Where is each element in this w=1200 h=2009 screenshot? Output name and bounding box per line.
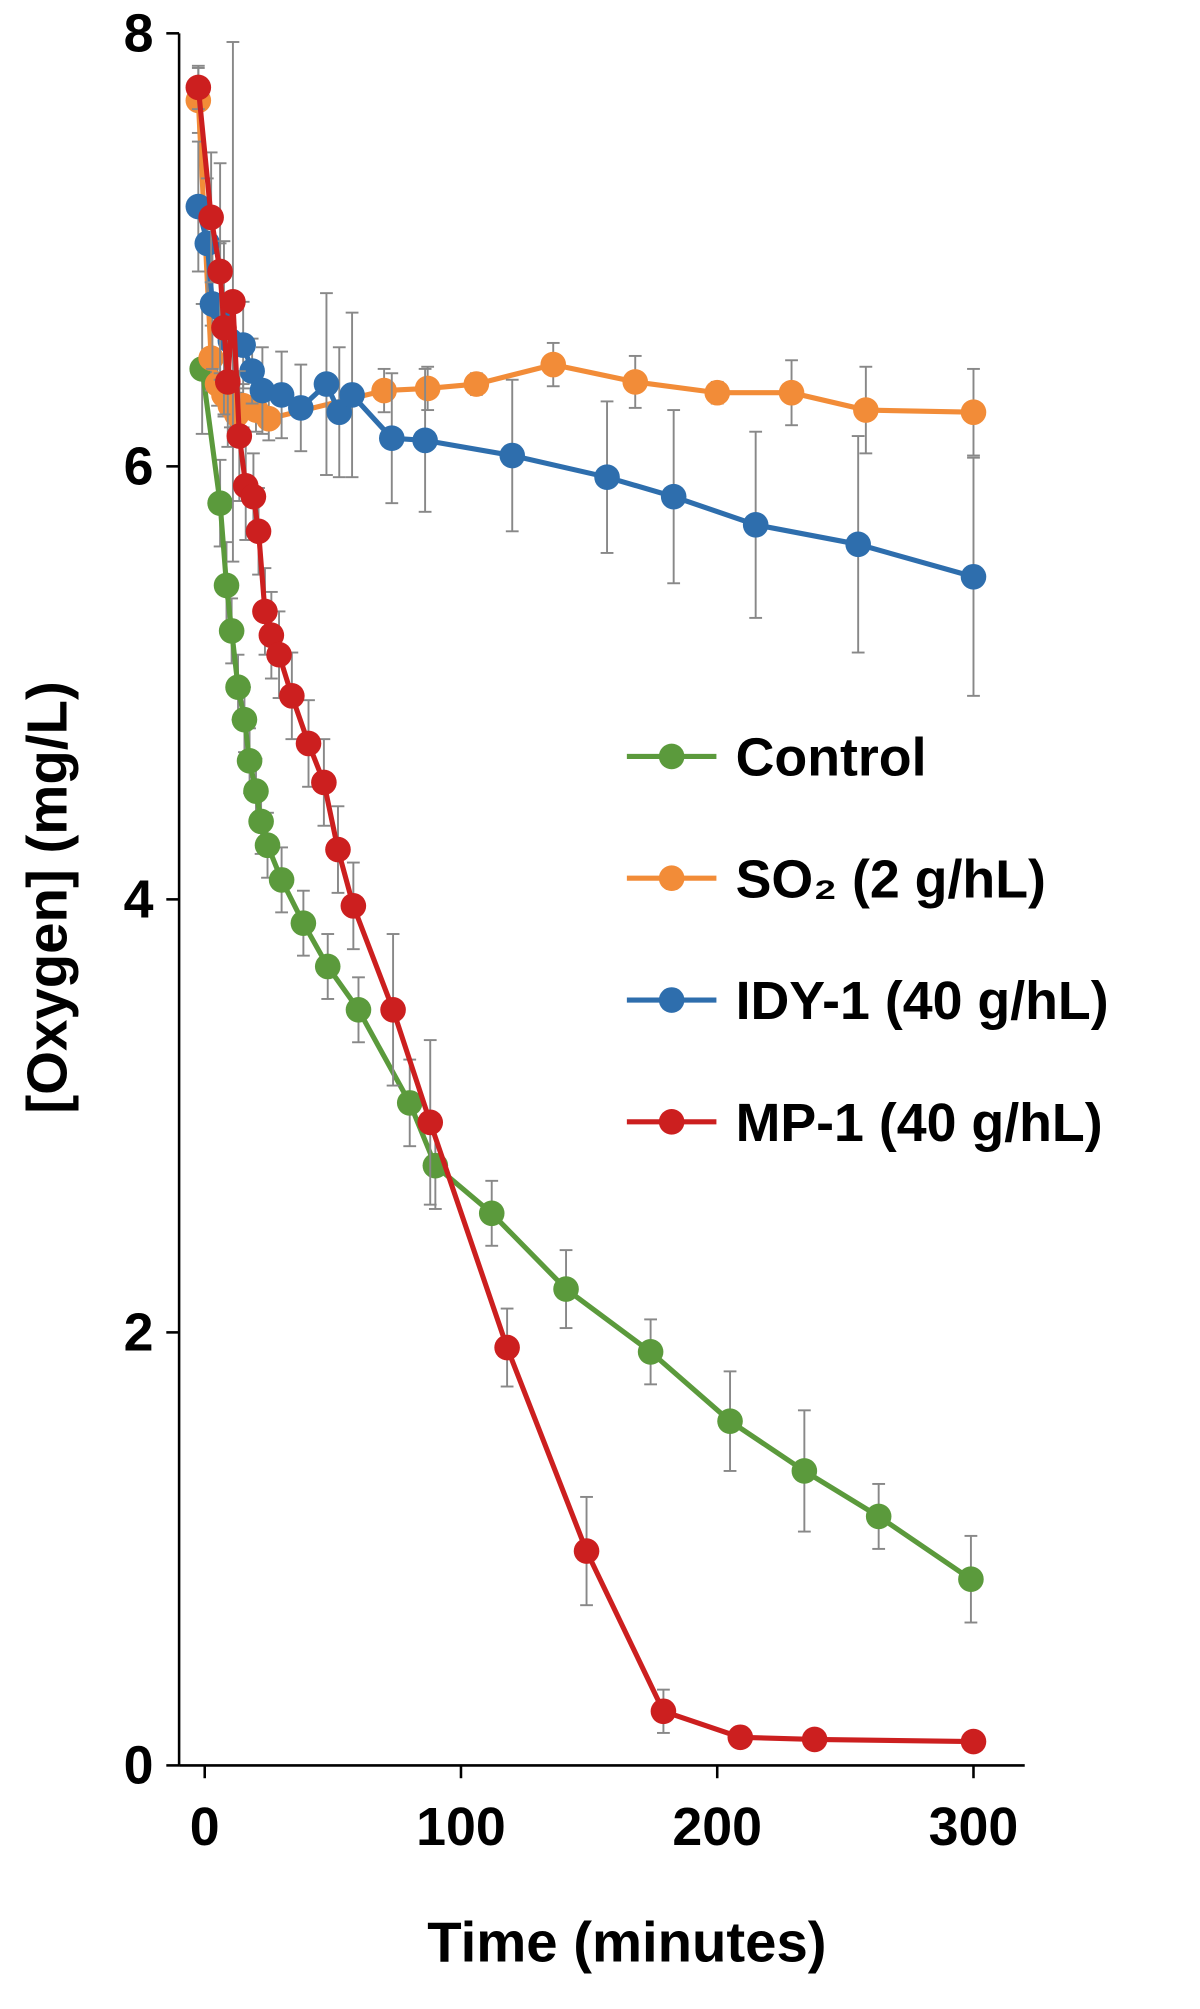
x-tick-label: 0: [190, 1797, 220, 1857]
data-point: [211, 314, 237, 341]
data-point: [865, 1503, 892, 1530]
data-point: [594, 464, 620, 490]
data-point: [463, 371, 490, 397]
data-point: [845, 531, 871, 558]
data-point: [279, 683, 305, 709]
series-line: [195, 205, 975, 580]
data-point: [378, 425, 405, 452]
data-point: [637, 1339, 664, 1365]
data-point: [791, 1458, 818, 1484]
data-point: [295, 730, 322, 757]
data-point: [311, 769, 337, 796]
data-point: [650, 1698, 677, 1725]
data-point: [660, 483, 687, 510]
series-line: [195, 100, 974, 422]
data-point: [396, 1090, 423, 1116]
x-tick-label: 200: [672, 1797, 762, 1857]
data-point: [236, 747, 263, 774]
series-line: [195, 87, 974, 1745]
data-point: [340, 893, 367, 919]
data-point: [266, 641, 292, 668]
legend-swatch-marker: [658, 1108, 685, 1135]
data-point: [268, 867, 295, 893]
data-point: [960, 563, 987, 590]
y-tick-label: 2: [124, 1302, 154, 1362]
data-point: [414, 375, 441, 402]
data-point: [255, 405, 282, 432]
data-point: [553, 1276, 579, 1302]
data-point: [339, 382, 365, 408]
data-point: [288, 395, 314, 421]
series: [189, 303, 984, 1624]
data-point: [220, 288, 246, 315]
data-point: [313, 371, 340, 397]
data-point: [499, 442, 526, 469]
data-point: [268, 382, 295, 408]
legend-label: IDY-1 (40 g/hL): [736, 971, 1109, 1031]
data-point: [218, 618, 245, 644]
data-point: [198, 345, 224, 371]
data-point: [252, 598, 278, 625]
legend-label: Control: [736, 728, 927, 788]
data-point: [478, 1200, 505, 1227]
data-point: [249, 377, 276, 404]
data-point: [231, 706, 258, 733]
data-point: [742, 511, 769, 538]
data-point: [727, 1724, 754, 1751]
y-tick-label: 0: [124, 1735, 154, 1795]
data-point: [417, 1109, 444, 1136]
y-tick-label: 4: [124, 869, 154, 929]
data-point: [207, 258, 233, 285]
data-point: [213, 572, 240, 599]
legend-swatch-marker: [658, 743, 685, 770]
data-point: [239, 358, 265, 384]
data-point: [207, 490, 233, 516]
data-point: [185, 74, 212, 101]
data-point: [345, 996, 372, 1023]
data-point: [622, 369, 649, 395]
x-axis-title: Time (minutes): [427, 1911, 826, 1974]
data-point: [380, 996, 406, 1023]
data-point: [226, 423, 253, 449]
data-point: [214, 369, 241, 395]
data-point: [573, 1538, 600, 1564]
data-point: [240, 483, 267, 510]
data-point: [254, 832, 281, 859]
data-point: [540, 351, 567, 378]
y-tick-label: 8: [124, 3, 154, 63]
data-point: [258, 622, 285, 649]
data-point: [245, 518, 272, 545]
series: [185, 41, 987, 1755]
data-point: [704, 379, 731, 406]
x-tick-label: 300: [929, 1797, 1019, 1857]
data-point: [960, 1728, 987, 1755]
data-point: [801, 1726, 828, 1753]
data-point: [958, 1566, 984, 1593]
legend-swatch-marker: [658, 987, 685, 1013]
data-point: [494, 1334, 520, 1361]
legend-label: SO₂ (2 g/hL): [736, 849, 1046, 909]
data-point: [198, 204, 224, 231]
x-tick-label: 100: [416, 1797, 506, 1857]
y-axis-title: [Oxygen] (mg/L): [16, 681, 79, 1113]
data-point: [248, 808, 274, 835]
legend-swatch-marker: [658, 865, 685, 892]
legend-label: MP-1 (40 g/hL): [736, 1093, 1103, 1153]
data-point: [853, 397, 879, 423]
data-point: [290, 910, 317, 937]
data-point: [717, 1408, 743, 1434]
y-tick-label: 6: [124, 436, 154, 496]
data-point: [778, 379, 805, 406]
data-point: [225, 674, 251, 701]
data-point: [960, 399, 987, 426]
data-point: [371, 377, 397, 404]
data-point: [412, 427, 438, 454]
data-point: [325, 836, 351, 863]
data-point: [314, 953, 341, 980]
data-point: [243, 778, 269, 804]
